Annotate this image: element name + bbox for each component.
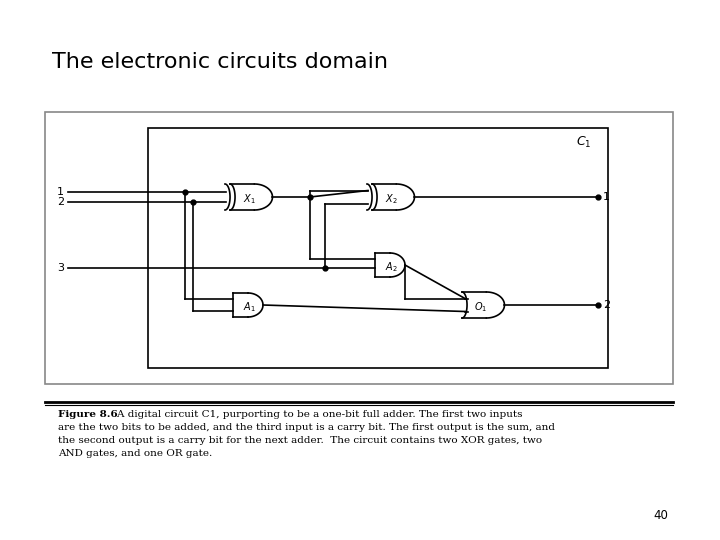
Text: the second output is a carry bit for the next adder.  The circuit contains two X: the second output is a carry bit for the…	[58, 436, 542, 445]
Bar	[45, 112, 673, 384]
Text: $X_1$: $X_1$	[243, 192, 256, 206]
Text: A digital circuit C1, purporting to be a one-bit full adder. The first two input: A digital circuit C1, purporting to be a…	[104, 410, 523, 419]
Text: 3: 3	[57, 263, 64, 273]
Text: $O_1$: $O_1$	[474, 300, 487, 314]
Text: 2: 2	[57, 197, 64, 207]
Text: 2: 2	[603, 300, 610, 310]
Bar	[148, 128, 608, 368]
Text: AND gates, and one OR gate.: AND gates, and one OR gate.	[58, 449, 212, 458]
Text: 1: 1	[57, 187, 64, 197]
Text: $X_2$: $X_2$	[384, 192, 397, 206]
Text: The electronic circuits domain: The electronic circuits domain	[52, 52, 388, 72]
Text: Figure 8.6: Figure 8.6	[58, 410, 118, 419]
Text: 1: 1	[603, 192, 610, 202]
Text: are the two bits to be added, and the third input is a carry bit. The first outp: are the two bits to be added, and the th…	[58, 423, 555, 432]
Text: $A_1$: $A_1$	[243, 300, 256, 314]
Text: $C_1$: $C_1$	[576, 134, 591, 150]
Text: $A_2$: $A_2$	[384, 260, 397, 274]
Text: 40: 40	[653, 509, 668, 522]
